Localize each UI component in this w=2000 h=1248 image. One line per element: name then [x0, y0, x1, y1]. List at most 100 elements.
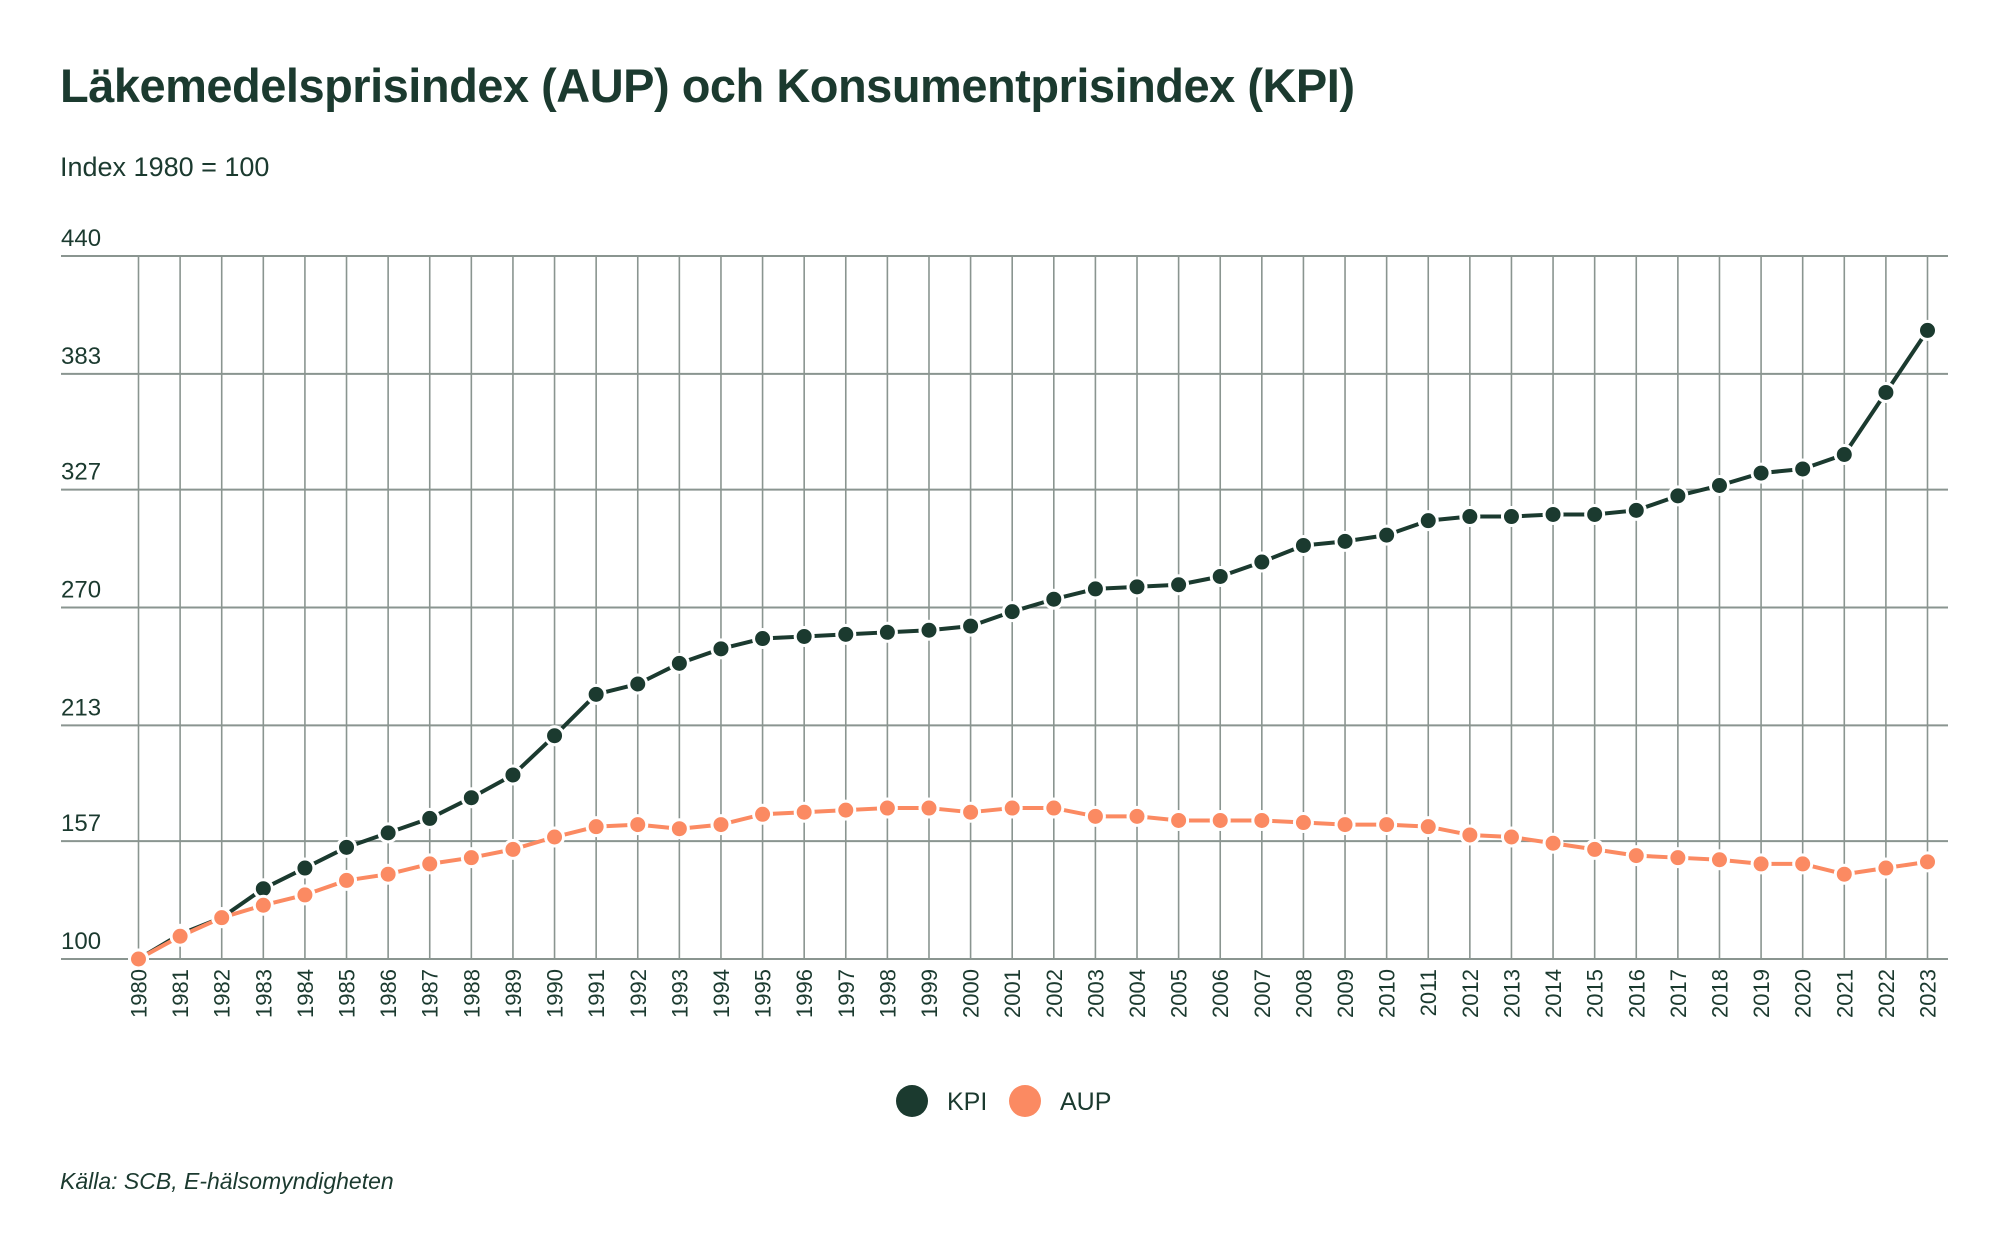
- data-point-aup: [1875, 857, 1897, 879]
- data-point-aup: [1376, 814, 1398, 836]
- data-point-kpi: [1376, 524, 1398, 546]
- data-point-kpi: [1334, 530, 1356, 552]
- data-point-kpi: [752, 628, 774, 650]
- x-tick-label: 1997: [834, 969, 859, 1018]
- data-point-kpi: [793, 625, 815, 647]
- data-point-kpi: [710, 638, 732, 660]
- data-point-kpi: [876, 621, 898, 643]
- data-point-kpi: [1584, 503, 1606, 525]
- data-point-kpi: [336, 836, 358, 858]
- data-point-kpi: [585, 683, 607, 705]
- y-tick-label: 100: [61, 928, 101, 955]
- data-point-aup: [169, 925, 191, 947]
- legend-item-aup: AUP: [1009, 1085, 1111, 1117]
- x-tick-label: 2001: [1000, 969, 1025, 1018]
- x-tick-label: 2020: [1791, 969, 1816, 1018]
- data-point-aup: [960, 801, 982, 823]
- x-tick-label: 2019: [1749, 969, 1774, 1018]
- x-tick-label: 1991: [584, 969, 609, 1018]
- x-tick-label: 1989: [501, 969, 526, 1018]
- x-tick-label: 2018: [1707, 969, 1732, 1018]
- data-point-aup: [128, 948, 149, 970]
- data-point-aup: [1542, 832, 1564, 854]
- data-point-aup: [1667, 847, 1689, 869]
- data-point-aup: [1750, 853, 1772, 875]
- data-point-kpi: [419, 807, 441, 829]
- x-tick-label: 2005: [1167, 969, 1192, 1018]
- data-point-kpi: [1417, 510, 1439, 532]
- x-tick-label: 2000: [959, 969, 984, 1018]
- legend-label: KPI: [947, 1088, 987, 1116]
- y-tick-label: 270: [61, 577, 101, 604]
- data-point-kpi: [835, 623, 857, 645]
- data-point-kpi: [1001, 601, 1023, 623]
- data-point-kpi: [1750, 462, 1772, 484]
- x-tick-label: 1993: [667, 969, 692, 1018]
- y-tick-label: 213: [61, 694, 101, 721]
- legend-item-kpi: KPI: [896, 1085, 987, 1117]
- data-point-kpi: [377, 822, 399, 844]
- data-point-aup: [1209, 809, 1231, 831]
- chart-subtitle: Index 1980 = 100: [60, 152, 270, 182]
- data-point-aup: [1334, 814, 1356, 836]
- x-tick-label: 2014: [1541, 969, 1566, 1018]
- data-point-kpi: [1917, 319, 1938, 341]
- data-point-kpi: [1625, 499, 1647, 521]
- x-tick-label: 2010: [1375, 969, 1400, 1018]
- data-point-aup: [1251, 809, 1273, 831]
- data-point-kpi: [1542, 503, 1564, 525]
- data-point-kpi: [668, 652, 690, 674]
- data-point-kpi: [1043, 588, 1065, 610]
- x-tick-label: 2016: [1624, 969, 1649, 1018]
- data-point-aup: [627, 814, 649, 836]
- x-tick-label: 1994: [709, 969, 734, 1018]
- data-point-aup: [377, 863, 399, 885]
- legend-marker-icon: [1009, 1085, 1041, 1117]
- data-point-kpi: [1708, 475, 1730, 497]
- series-line-kpi: [137, 329, 1930, 961]
- x-tick-label: 1990: [543, 969, 568, 1018]
- data-point-aup: [1584, 838, 1606, 860]
- x-tick-label: 1982: [210, 969, 235, 1018]
- x-tick-label: 2009: [1333, 969, 1358, 1018]
- data-point-aup: [585, 816, 607, 838]
- x-tick-label: 1995: [751, 969, 776, 1018]
- x-tick-label: 1992: [626, 969, 651, 1018]
- data-point-aup: [835, 799, 857, 821]
- legend-marker-icon: [896, 1085, 928, 1117]
- data-point-aup: [793, 801, 815, 823]
- data-point-kpi: [918, 619, 940, 641]
- x-tick-label: 2002: [1042, 969, 1067, 1018]
- x-tick-label: 1981: [168, 969, 193, 1018]
- data-point-kpi: [960, 615, 982, 637]
- data-point-kpi: [1833, 443, 1855, 465]
- data-point-kpi: [1168, 574, 1190, 596]
- data-point-aup: [668, 818, 690, 840]
- data-point-aup: [502, 838, 524, 860]
- x-tick-label: 1999: [917, 969, 942, 1018]
- x-tick-label: 1987: [418, 969, 443, 1018]
- x-tick-label: 1996: [792, 969, 817, 1018]
- data-point-aup: [1917, 851, 1938, 873]
- data-point-aup: [876, 797, 898, 819]
- data-point-aup: [1292, 812, 1314, 834]
- series-line-aup: [137, 806, 1928, 961]
- data-point-aup: [460, 847, 482, 869]
- data-point-aup: [1625, 845, 1647, 867]
- data-point-kpi: [460, 787, 482, 809]
- x-tick-label: 1980: [127, 969, 152, 1018]
- x-tick-label: 2023: [1916, 969, 1941, 1018]
- data-point-aup: [1126, 805, 1148, 827]
- data-point-aup: [419, 853, 441, 875]
- data-point-aup: [1792, 853, 1814, 875]
- x-tick-label: 2007: [1250, 969, 1275, 1018]
- data-point-kpi: [627, 673, 649, 695]
- y-tick-label: 383: [61, 343, 101, 370]
- data-point-aup: [294, 884, 316, 906]
- chart-source: Källa: SCB, E-hälsomyndigheten: [60, 1168, 394, 1194]
- x-tick-label: 2008: [1291, 969, 1316, 1018]
- x-tick-label: 1983: [251, 969, 276, 1018]
- data-point-aup: [252, 894, 274, 916]
- chart-title: Läkemedelsprisindex (AUP) och Konsumentp…: [60, 59, 1355, 112]
